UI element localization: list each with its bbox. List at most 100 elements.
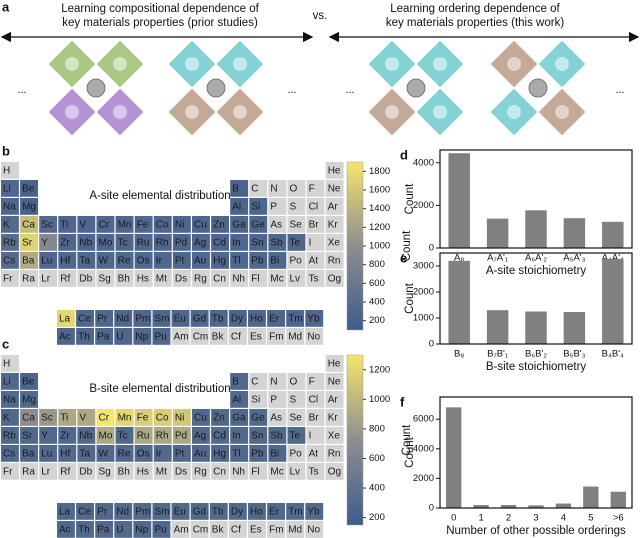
- empty-cell: [1, 270, 19, 287]
- cell: [134, 427, 153, 444]
- element-symbol: Mc: [270, 467, 283, 478]
- cell: [153, 252, 172, 269]
- empty-cell: [153, 270, 172, 287]
- cell: [39, 234, 58, 251]
- cell: [209, 503, 228, 520]
- cell: [211, 409, 229, 426]
- colorbar-label: Count: [401, 230, 413, 261]
- cell: [192, 252, 210, 269]
- cell: [267, 310, 285, 327]
- y-tick-label: 2000: [413, 473, 434, 484]
- colorbar-label: Count: [401, 424, 413, 455]
- empty-cell: [190, 521, 209, 538]
- element-symbol: Sg: [99, 467, 111, 478]
- element-symbol: La: [59, 314, 71, 325]
- axes-frame: [439, 396, 633, 509]
- colorbar-tick-label: 1600: [369, 185, 390, 196]
- element-symbol: No: [307, 525, 320, 536]
- element-symbol: Ra: [22, 274, 35, 285]
- element-symbol: Tb: [212, 507, 224, 518]
- cell: [39, 252, 58, 269]
- element-symbol: Sn: [251, 431, 263, 442]
- empty-cell: [211, 463, 229, 480]
- cell: [134, 252, 153, 269]
- empty-cell: [325, 234, 344, 251]
- element-symbol: Co: [156, 220, 169, 231]
- element-symbol: Lr: [41, 467, 51, 478]
- element-symbol: Ba: [22, 256, 35, 267]
- bar: [583, 486, 599, 508]
- empty-cell: [1, 355, 19, 372]
- element-symbol: Sr: [22, 238, 33, 249]
- heatmap-title: A-site elemental distribution: [89, 190, 230, 202]
- element-symbol: Al: [232, 395, 241, 406]
- cell: [211, 216, 229, 233]
- element-symbol: Rf: [60, 467, 70, 478]
- cell: [133, 328, 152, 345]
- cell: [286, 503, 305, 520]
- element-symbol: Hg: [213, 256, 226, 267]
- element-symbol: Og: [328, 467, 341, 478]
- element-symbol: Pd: [175, 238, 187, 249]
- element-symbol: Dy: [231, 507, 243, 518]
- element-symbol: Ho: [250, 314, 263, 325]
- x-axis-label: B-site stoichiometry: [486, 361, 587, 373]
- cell: [230, 216, 249, 233]
- cell: [96, 409, 115, 426]
- y-tick-label: 2000: [413, 287, 434, 298]
- empty-cell: [306, 391, 325, 408]
- cell: [76, 328, 94, 345]
- empty-cell: [306, 427, 325, 444]
- element-symbol: Cn: [213, 467, 226, 478]
- element-symbol: Rb: [3, 431, 16, 442]
- element-symbol: Ta: [79, 256, 90, 267]
- element-symbol: Rb: [3, 238, 16, 249]
- cell: [153, 234, 172, 251]
- empty-cell: [268, 180, 287, 197]
- element-symbol: Mo: [99, 431, 113, 442]
- element-symbol: Pu: [155, 332, 167, 343]
- cell: [248, 503, 266, 520]
- element-symbol: Ba: [22, 449, 35, 460]
- element-symbol: Pa: [97, 525, 110, 536]
- element-symbol: Pu: [155, 525, 167, 536]
- ellipsis: ...: [17, 84, 26, 96]
- element-symbol: Es: [250, 332, 262, 343]
- empty-cell: [306, 373, 325, 390]
- empty-cell: [325, 373, 344, 390]
- y-tick-label: 3000: [413, 261, 434, 272]
- element-symbol: W: [99, 449, 109, 460]
- cell: [192, 234, 210, 251]
- element-symbol: B: [232, 377, 239, 388]
- element-symbol: At: [309, 256, 319, 267]
- element-symbol: K: [3, 220, 10, 231]
- bar: [602, 221, 624, 248]
- x-tick-label: B₄B'₄: [602, 349, 624, 360]
- element-symbol: Sb: [270, 431, 283, 442]
- element-symbol: Be: [22, 377, 35, 388]
- empty-cell: [287, 409, 306, 426]
- element-symbol: Br: [309, 220, 320, 231]
- empty-cell: [20, 463, 38, 480]
- element-symbol: Y: [41, 431, 48, 442]
- element-symbol: Md: [288, 332, 302, 343]
- colorbar-tick-label: 200: [369, 512, 385, 523]
- element-symbol: Pa: [97, 332, 110, 343]
- cell: [57, 310, 75, 327]
- cell: [96, 445, 115, 462]
- empty-cell: [325, 270, 344, 287]
- element-symbol: F: [309, 377, 315, 388]
- cell: [96, 216, 115, 233]
- cell: [1, 427, 19, 444]
- y-axis-label: Count: [404, 282, 416, 313]
- y-axis-label: Count: [404, 183, 416, 214]
- element-symbol: Cm: [193, 332, 209, 343]
- x-tick-label: A₅A'₃: [563, 253, 585, 264]
- panel-label: d: [400, 147, 408, 162]
- cell: [248, 310, 266, 327]
- cell: [134, 445, 153, 462]
- element-symbol: Th: [78, 332, 90, 343]
- element-symbol: Li: [3, 184, 11, 195]
- cell: [77, 409, 96, 426]
- empty-cell: [325, 463, 344, 480]
